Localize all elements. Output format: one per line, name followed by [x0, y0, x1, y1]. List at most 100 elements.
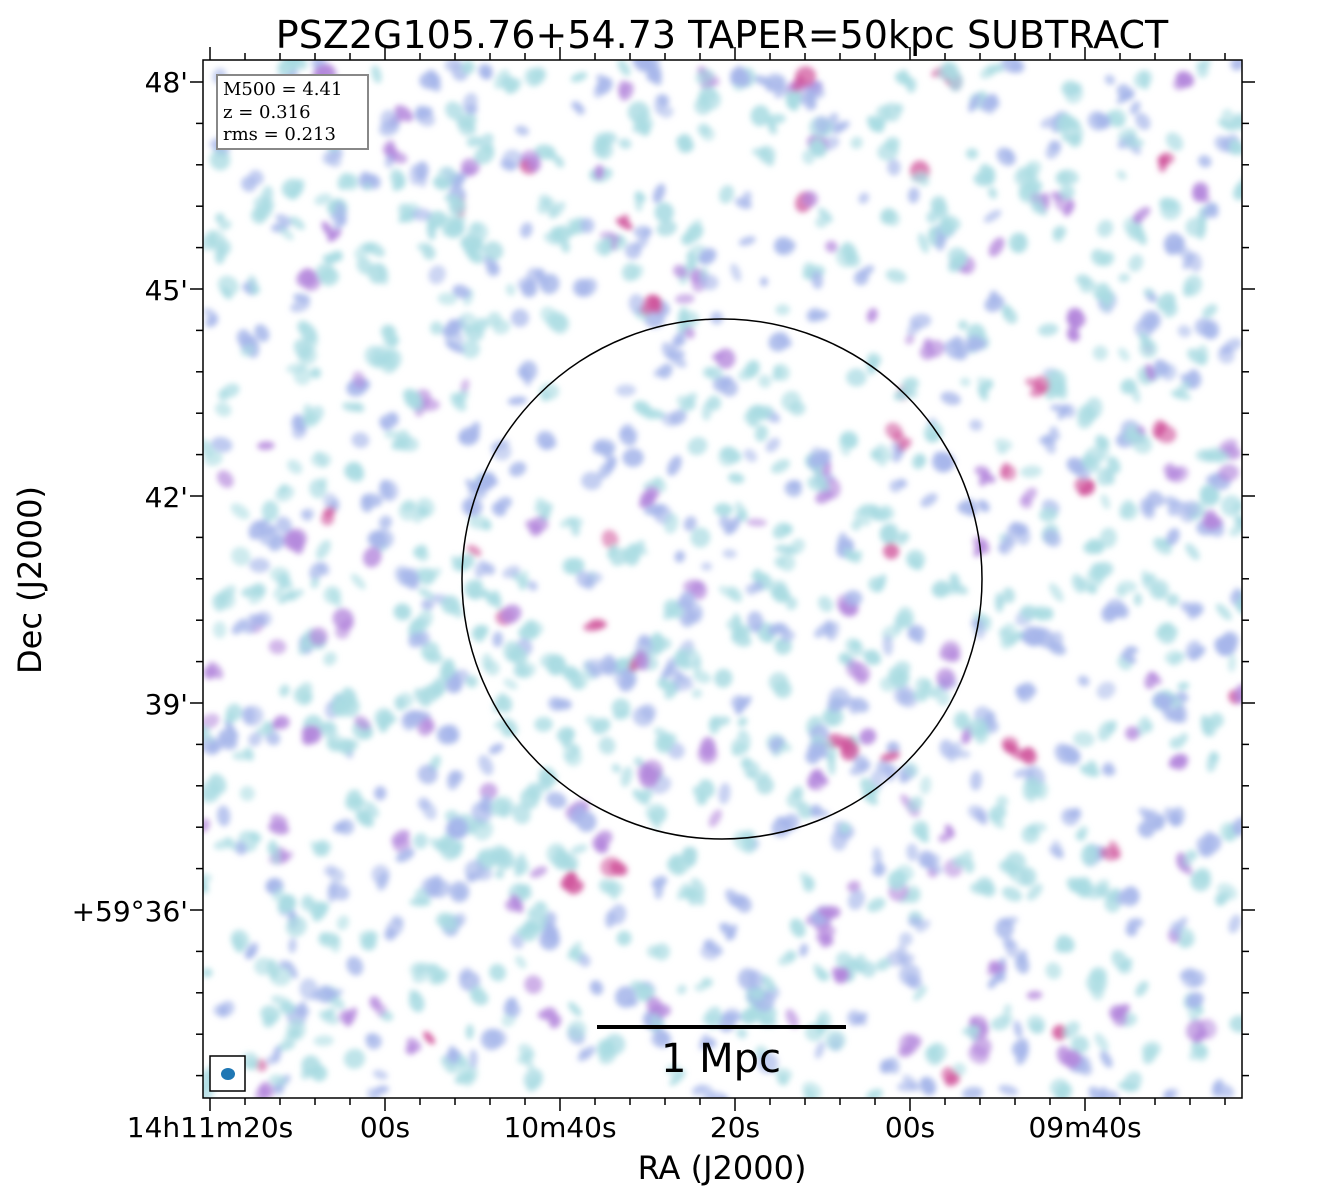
y-tick-label: 45'	[145, 274, 188, 307]
emission-blob	[1066, 750, 1081, 767]
emission-blob	[527, 909, 546, 924]
emission-blob	[481, 588, 493, 601]
emission-blob	[1155, 425, 1177, 444]
emission-blob	[706, 366, 723, 381]
emission-blob	[1148, 671, 1162, 685]
emission-blob	[669, 1070, 686, 1086]
emission-blob	[1125, 726, 1140, 741]
emission-blob	[1063, 1049, 1082, 1069]
emission-blob	[1002, 587, 1016, 604]
emission-blob	[1072, 807, 1082, 819]
emission-blob	[1179, 935, 1192, 949]
emission-blob	[839, 822, 851, 834]
emission-blob	[700, 945, 719, 960]
x-tick-label: 10m40s	[503, 1111, 616, 1144]
emission-blob	[1018, 866, 1037, 887]
emission-blob	[241, 586, 263, 598]
emission-blob	[503, 640, 522, 663]
emission-blob	[990, 1016, 1011, 1031]
emission-blob	[1177, 682, 1190, 691]
emission-blob	[520, 222, 533, 239]
emission-blob	[790, 481, 800, 491]
emission-blob	[654, 202, 674, 223]
emission-blob	[1198, 155, 1212, 168]
emission-blob	[278, 226, 294, 241]
emission-blob	[841, 242, 858, 262]
emission-blob	[269, 966, 292, 986]
emission-blob	[483, 241, 504, 261]
emission-blob	[1175, 71, 1195, 88]
emission-blob	[847, 889, 865, 910]
x-tick-label: 00s	[360, 1111, 410, 1144]
emission-blob	[465, 675, 478, 688]
emission-blob	[754, 424, 768, 442]
emission-blob	[974, 809, 988, 825]
emission-blob	[1104, 74, 1116, 86]
emission-blob	[1027, 180, 1043, 194]
emission-blob	[460, 165, 477, 177]
emission-blob	[256, 726, 273, 736]
emission-blob	[920, 493, 938, 508]
emission-blob	[1185, 543, 1200, 561]
emission-blob	[408, 989, 421, 1000]
emission-blob	[293, 366, 312, 386]
emission-blob	[257, 441, 275, 451]
emission-blob	[543, 149, 557, 161]
emission-blob	[873, 452, 886, 467]
emission-blob	[714, 503, 733, 517]
emission-blob	[869, 117, 886, 132]
emission-blob	[654, 1028, 669, 1041]
emission-blob	[1000, 464, 1017, 481]
emission-blob	[1121, 502, 1139, 521]
emission-blob	[1099, 1050, 1113, 1068]
emission-blob	[1092, 345, 1108, 361]
emission-blob	[818, 595, 833, 613]
emission-blob	[726, 924, 738, 941]
emission-blob	[756, 776, 774, 795]
emission-blob	[1052, 225, 1067, 239]
emission-blob	[1166, 593, 1180, 607]
emission-blob	[560, 238, 570, 253]
emission-blob	[1217, 346, 1235, 364]
emission-blob	[1015, 1045, 1029, 1066]
emission-blob	[1002, 307, 1018, 324]
emission-blob	[676, 133, 693, 154]
emission-blob	[680, 647, 701, 669]
emission-blob	[684, 327, 695, 339]
emission-blob	[465, 1024, 475, 1040]
emission-blob	[1158, 154, 1169, 173]
emission-blob	[1115, 890, 1129, 906]
emission-blob	[1197, 63, 1209, 78]
emission-blob	[1142, 1045, 1157, 1065]
emission-blob	[1153, 692, 1170, 707]
emission-blob	[516, 852, 526, 874]
emission-blob	[1177, 703, 1188, 724]
emission-blob	[567, 1001, 582, 1017]
emission-blob	[794, 785, 804, 800]
emission-blob	[318, 932, 340, 948]
emission-blob	[1129, 101, 1141, 115]
emission-blob	[429, 321, 444, 335]
emission-blob	[833, 967, 850, 984]
emission-blob	[1202, 322, 1218, 340]
emission-blob	[1002, 937, 1015, 950]
emission-blob	[230, 503, 250, 520]
emission-blob	[632, 706, 655, 727]
emission-blob	[947, 255, 965, 273]
emission-blob	[629, 264, 644, 280]
emission-blob	[478, 754, 494, 776]
emission-blob	[437, 166, 457, 185]
emission-blob	[409, 897, 432, 907]
emission-blob	[858, 192, 870, 204]
emission-blob	[1199, 843, 1215, 858]
emission-blob	[203, 878, 208, 891]
emission-blob	[1084, 397, 1103, 420]
emission-blob	[343, 698, 360, 718]
emission-blob	[1234, 684, 1242, 704]
emission-blob	[540, 306, 559, 325]
emission-blob	[636, 762, 653, 781]
emission-blob	[1227, 654, 1237, 673]
emission-blob	[216, 805, 231, 827]
emission-blob	[1088, 760, 1098, 772]
emission-blob	[332, 608, 354, 630]
